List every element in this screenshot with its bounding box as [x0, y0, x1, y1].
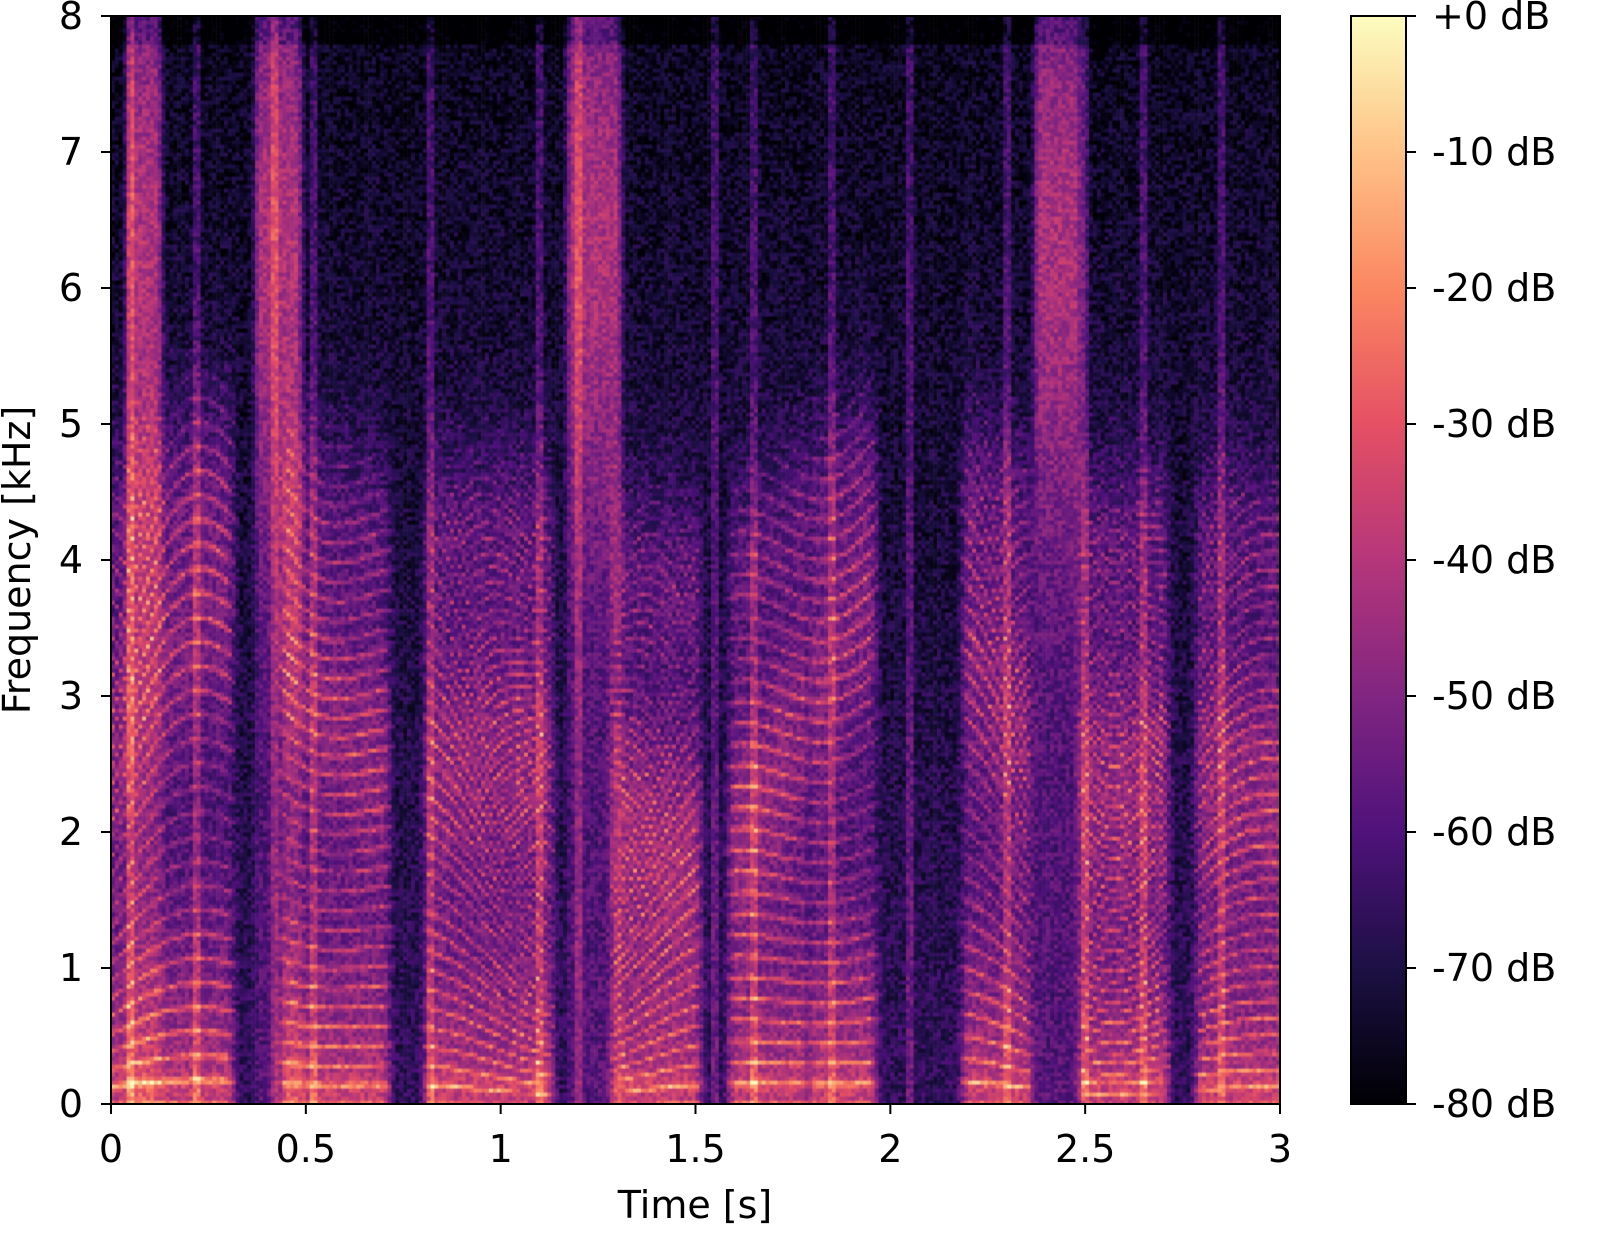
- y-tick-label: 2: [59, 810, 83, 854]
- colorbar-tick-label: -40 dB: [1432, 538, 1556, 582]
- x-tick-label: 1.5: [665, 1127, 725, 1171]
- colorbar-tick-label: -70 dB: [1432, 946, 1556, 990]
- x-tick-label: 1: [489, 1127, 513, 1171]
- colorbar-ticks: +0 dB -10 dB -20 dB -30 dB -40 dB -50 dB -60 d…: [1406, 0, 1556, 1126]
- colorbar-gradient: [1351, 16, 1406, 1104]
- colorbar-tick-label: -30 dB: [1432, 402, 1556, 446]
- spectrogram-heatmap: [111, 16, 1280, 1104]
- colorbar-tick-label: -60 dB: [1432, 810, 1556, 854]
- y-tick-label: 0: [59, 1082, 83, 1126]
- y-axis-ticks: 0 1 2 3 4 5 6 7 8: [59, 0, 111, 1126]
- y-tick-label: 7: [59, 130, 83, 174]
- y-tick-label: 8: [59, 0, 83, 38]
- x-tick-label: 2: [878, 1127, 902, 1171]
- x-tick-label: 2.5: [1055, 1127, 1115, 1171]
- x-axis-ticks: 0 0.5 1 1.5 2 2.5 3: [99, 1104, 1292, 1171]
- x-axis-label: Time [s]: [617, 1183, 773, 1227]
- colorbar-tick-label: -20 dB: [1432, 266, 1556, 310]
- colorbar-tick-label: -10 dB: [1432, 130, 1556, 174]
- y-tick-label: 1: [59, 946, 83, 990]
- x-tick-label: 3: [1268, 1127, 1292, 1171]
- colorbar-tick-label: +0 dB: [1432, 0, 1550, 38]
- x-tick-label: 0.5: [276, 1127, 336, 1171]
- colorbar: +0 dB -10 dB -20 dB -30 dB -40 dB -50 dB -60 d…: [1350, 0, 1556, 1126]
- y-tick-label: 4: [59, 538, 83, 582]
- y-axis-label: Frequency [kHz]: [0, 406, 39, 715]
- colorbar-tick-label: -80 dB: [1432, 1082, 1556, 1126]
- x-tick-label: 0: [99, 1127, 123, 1171]
- y-tick-label: 6: [59, 266, 83, 310]
- y-tick-label: 3: [59, 674, 83, 718]
- y-tick-label: 5: [59, 402, 83, 446]
- colorbar-tick-label: -50 dB: [1432, 674, 1556, 718]
